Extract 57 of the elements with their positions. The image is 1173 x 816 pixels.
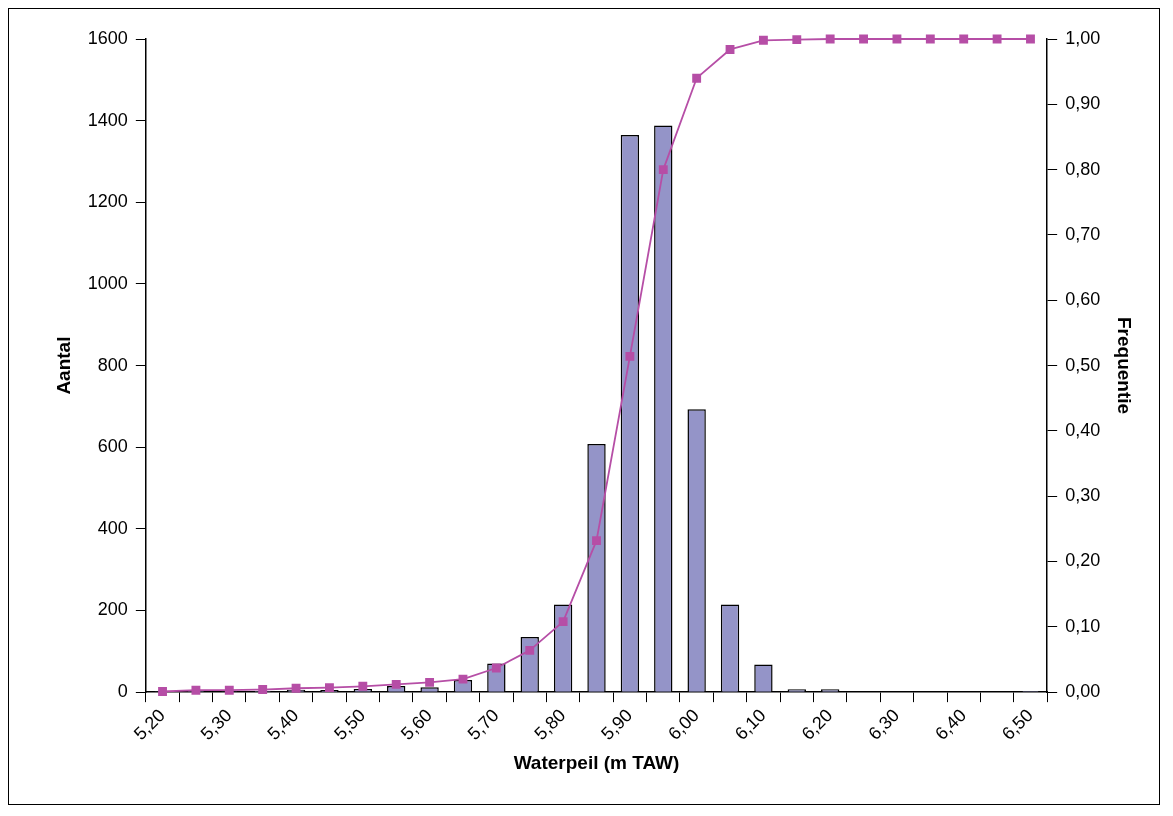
point [758,35,768,45]
point [224,685,234,695]
point [625,352,635,361]
y2-tick-label: 0,60 [1065,289,1101,310]
y2-tick-label: 0,50 [1065,354,1101,375]
y2-tick-label: 0,00 [1065,681,1101,702]
y2-axis-title: Frequentie [1114,317,1136,415]
y-tick-label: 1400 [87,109,128,130]
x-tick-label: 6,10 [730,704,770,744]
y-tick-label: 600 [97,436,128,457]
point [425,677,435,687]
y2-tick-label: 0,80 [1065,158,1101,179]
y2-tick-label: 1,00 [1065,27,1101,48]
x-tick-label: 5,70 [463,704,503,744]
y2-tick-label: 0,70 [1065,223,1101,244]
y-tick-label: 800 [97,354,128,375]
point [191,685,201,695]
y2-tick-label: 0,30 [1065,485,1101,506]
point [959,34,969,44]
point [391,679,401,689]
y-axis-title: Aantal [52,336,74,395]
x-tick-label: 6,40 [931,704,971,744]
y2-tick-label: 0,90 [1065,93,1101,114]
point [592,536,601,546]
point [725,45,735,54]
point [692,73,702,83]
point [925,34,935,44]
y-tick-label: 1600 [87,27,128,48]
x-tick-label: 5,30 [196,704,236,744]
point [859,34,868,44]
point [825,34,835,44]
y2-tick-label: 0,40 [1065,419,1101,440]
y-tick-label: 1000 [87,272,128,293]
point [158,687,167,696]
x-tick-label: 6,30 [864,704,904,744]
x-tick-label: 6,50 [997,704,1037,744]
point [1026,34,1035,44]
point [792,35,802,45]
point [358,681,368,691]
point [291,683,301,693]
x-tick-label: 6,00 [664,704,703,744]
point [325,683,334,693]
x-tick-label: 6,20 [797,704,837,744]
point [992,34,1002,44]
point [658,165,668,175]
point [458,674,468,684]
y2-tick-label: 0,20 [1065,550,1101,571]
point [525,645,535,655]
y-tick-label: 0 [117,681,128,702]
y-tick-label: 1200 [87,191,128,212]
point [491,663,501,673]
point [558,617,568,627]
y-tick-label: 200 [97,599,128,620]
y2-tick-label: 0,10 [1065,615,1101,636]
point [258,685,268,694]
y-tick-label: 400 [97,517,128,538]
x-axis-title: Waterpeil (m TAW) [513,751,680,773]
